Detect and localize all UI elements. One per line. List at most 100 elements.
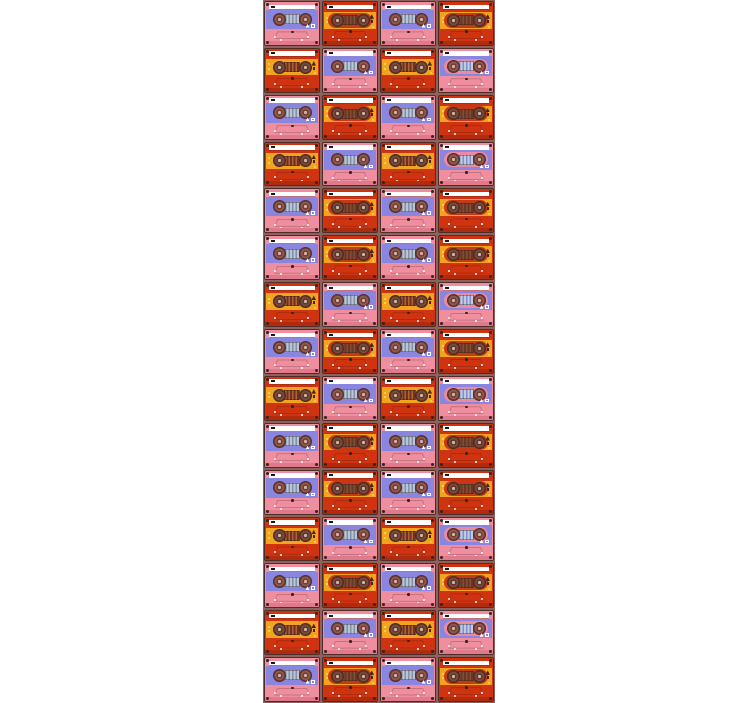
label-title-strip [327, 426, 373, 431]
cassette-label-band [440, 199, 492, 216]
pattern-cell [437, 516, 495, 563]
box-icon [311, 586, 315, 590]
cassette-label-band [266, 243, 318, 264]
screw-icon [489, 377, 492, 381]
pattern-cell [321, 609, 379, 656]
reel-right-icon [356, 293, 370, 307]
hole-dot-icon [358, 132, 361, 135]
reel-right-icon [298, 529, 312, 543]
label-title-strip [269, 51, 315, 56]
tape-window-icon [458, 623, 474, 634]
reel-left-icon [330, 435, 344, 449]
bottom-shade [323, 603, 377, 608]
hole-dot-icon [422, 598, 425, 601]
triangle-icon [369, 436, 374, 441]
hole-dot-icon [416, 695, 419, 698]
handwriting-mark-icon [444, 286, 449, 289]
red-cassette-dark-reels [264, 375, 320, 421]
screw-icon [489, 462, 492, 466]
screw-icon [373, 612, 376, 616]
handwriting-mark-icon [386, 192, 391, 195]
grip-trapezoid [448, 124, 484, 133]
label-title-strip [327, 379, 373, 384]
hole-dot-icon [454, 320, 457, 323]
grip-trapezoid [390, 593, 426, 602]
letter-a-icon [305, 258, 310, 262]
screw-icon [440, 237, 443, 241]
pink-cassette-dark-reels [380, 563, 436, 609]
pattern-cell [263, 0, 321, 47]
tape-window-icon [342, 108, 358, 119]
cassette-label-band [382, 243, 434, 264]
hole-dot-icon [306, 457, 309, 460]
cassette-label-band [382, 337, 434, 358]
hole-dot-icon [274, 551, 277, 554]
tape-window-icon [458, 671, 474, 682]
yellow-mark-icon [441, 255, 444, 258]
cassette-lower-body [440, 591, 492, 606]
hole-dot-icon [416, 179, 419, 182]
label-title-strip [327, 145, 373, 150]
screw-icon [315, 181, 318, 185]
yellow-dot-icon [314, 634, 316, 637]
screw-icon [266, 462, 269, 466]
reel-left-icon [330, 293, 344, 307]
yellow-dot-icon [372, 25, 374, 28]
bottom-shade [439, 509, 493, 514]
hole-dot-icon [364, 129, 367, 132]
screw-icon [489, 612, 492, 616]
hole-dot-icon [422, 645, 425, 648]
grip-trapezoid [274, 405, 310, 415]
pattern-cell [437, 562, 495, 609]
yellow-mark-icon [441, 16, 444, 19]
bar-icon [370, 675, 373, 679]
reel-left-icon [330, 248, 344, 262]
grip-trapezoid [332, 452, 368, 462]
screw-icon [382, 462, 385, 466]
handwriting-mark-icon [386, 380, 391, 383]
screw-icon [373, 284, 376, 288]
hole-dot-icon [280, 601, 283, 604]
side-a-glyph-icon [311, 389, 316, 401]
cassette-lower-body [440, 263, 492, 278]
cassette-lower-body [440, 216, 492, 231]
reel-left-icon [330, 341, 344, 355]
pattern-cell [379, 94, 437, 141]
yellow-dot-icon [372, 587, 374, 590]
hole-dot-icon [332, 363, 335, 366]
hole-dot-icon [390, 364, 393, 367]
capstan-hole-icon [465, 592, 468, 596]
bottom-shade [323, 87, 377, 92]
tape-window-icon [458, 61, 474, 72]
pink-cassette-dark-reels [322, 282, 378, 328]
capstan-hole-icon [465, 217, 468, 221]
hole-dot-icon [474, 38, 477, 41]
capstan-hole-icon [407, 265, 410, 268]
reel-left-icon [446, 528, 460, 542]
handwriting-mark-icon [328, 5, 333, 8]
reel-left-icon [330, 669, 344, 683]
cassette-lower-body [382, 357, 434, 372]
grip-trapezoid [448, 546, 484, 555]
triangle-icon [311, 529, 316, 535]
bottom-shade [265, 134, 319, 139]
yellow-dot-icon [314, 72, 316, 75]
reel-left-icon [330, 201, 344, 215]
handwriting-mark-icon [386, 286, 391, 289]
side-a-glyph-icon [427, 529, 432, 542]
hole-dot-icon [338, 554, 341, 557]
yellow-mark-icon [383, 625, 386, 628]
hole-dot-icon [448, 317, 451, 320]
reel-right-icon [414, 200, 428, 214]
pattern-cell [321, 375, 379, 422]
capstan-hole-icon [291, 358, 294, 362]
yellow-mark-icon [441, 114, 444, 117]
screw-icon [266, 228, 269, 232]
red-cassette-red-ring-reels [322, 1, 378, 46]
screw-icon [440, 556, 443, 560]
yellow-mark-icon [441, 438, 444, 441]
grip-trapezoid [274, 218, 310, 227]
label-title-strip [385, 613, 431, 619]
screw-icon [324, 603, 327, 607]
label-title-strip [269, 613, 315, 619]
